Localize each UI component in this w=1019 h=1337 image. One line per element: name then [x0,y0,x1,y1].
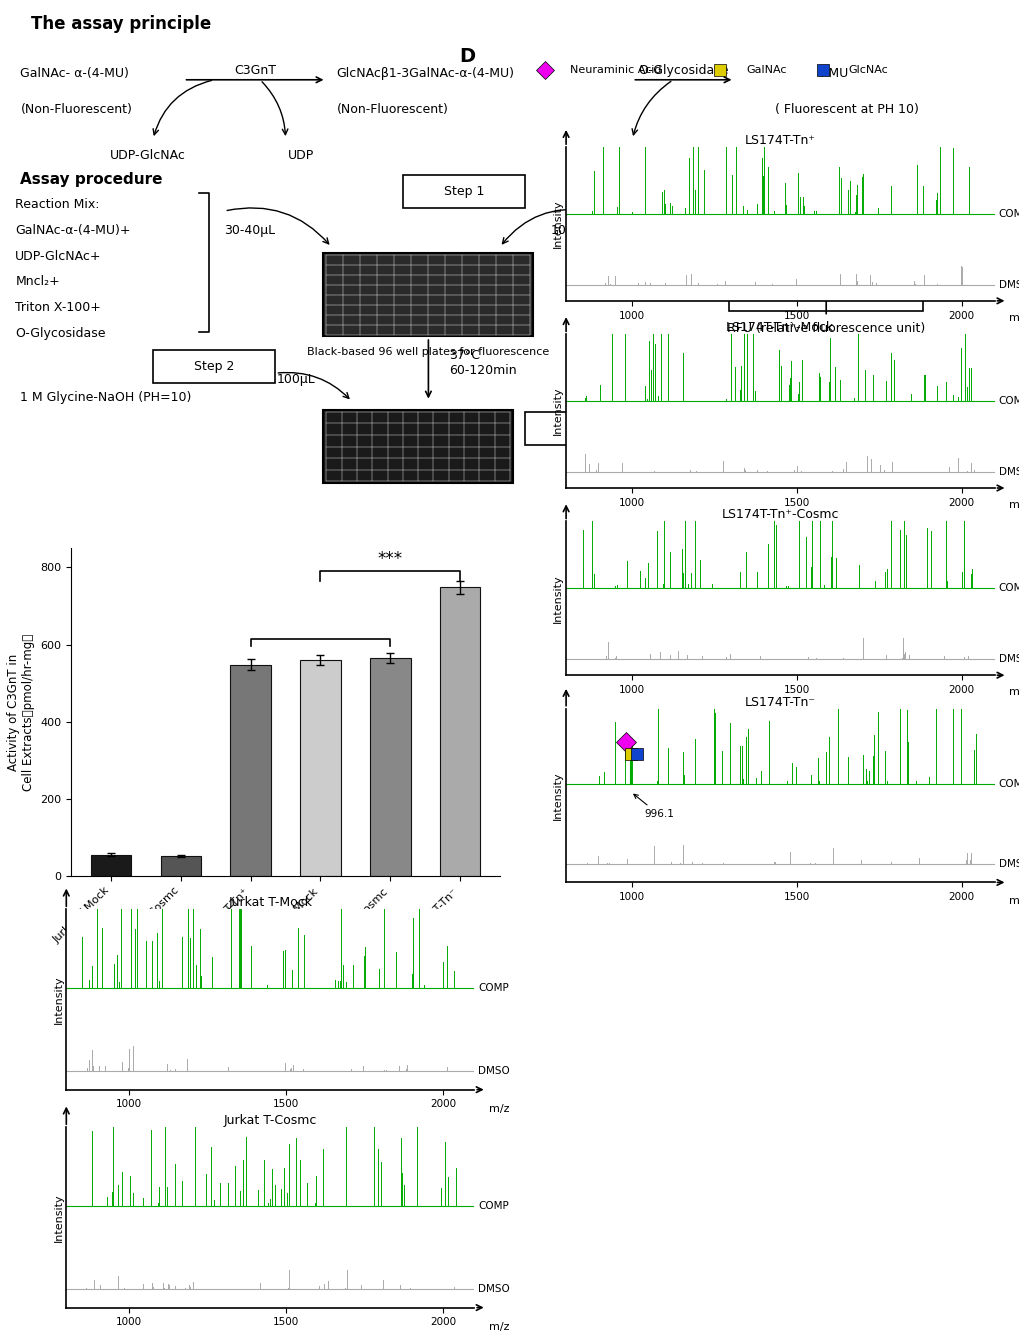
Y-axis label: Intensity: Intensity [552,574,562,623]
Text: O-Glycosidase: O-Glycosidase [15,326,106,340]
Text: GalNAc-α-(4-MU)+: GalNAc-α-(4-MU)+ [15,223,130,237]
Text: DMSO: DMSO [998,279,1019,290]
Text: C3GnT in cell extracts, sera etc.: C3GnT in cell extracts, sera etc. [662,222,863,235]
Y-axis label: Activity of C3GnT in
Cell Extracts（pmol/hr-mg）: Activity of C3GnT in Cell Extracts（pmol/… [7,634,35,790]
Text: Triton X-100+: Triton X-100+ [15,301,101,314]
Title: LS174T-Tn⁺-Mock: LS174T-Tn⁺-Mock [726,321,834,334]
Text: COMP: COMP [998,583,1019,594]
Text: The assay principle: The assay principle [31,16,211,33]
Text: COMP: COMP [998,779,1019,789]
Text: m/z: m/z [488,1322,508,1332]
Text: GlcNAc: GlcNAc [848,66,888,75]
Text: COMP: COMP [478,1201,508,1210]
Text: GalNAc: GalNAc [745,66,786,75]
Bar [230,664,271,876]
Bar [300,660,340,876]
Text: RFU (relative fluorescence unit): RFU (relative fluorescence unit) [727,322,924,334]
Text: ***: *** [377,551,403,568]
Title: LS174T-Tn⁻: LS174T-Tn⁻ [744,695,815,709]
Title: Jurkat T-Mock: Jurkat T-Mock [228,896,312,909]
Text: 100μL: 100μL [276,373,315,386]
Text: 37°C
60-120min: 37°C 60-120min [448,349,516,377]
Y-axis label: Intensity: Intensity [552,199,562,249]
Text: UDP: UDP [287,150,314,162]
Text: DMSO: DMSO [998,860,1019,869]
Text: 30-40μL: 30-40μL [224,225,275,237]
Text: m/z: m/z [1009,500,1019,511]
Text: DMSO: DMSO [478,1066,510,1076]
Text: m/z: m/z [1009,896,1019,906]
Text: Mncl₂+: Mncl₂+ [15,275,60,289]
Text: Step 1: Step 1 [443,185,484,198]
Text: C3GnT: C3GnT [233,64,276,78]
Bar [91,854,131,876]
Text: ( Fluorescent at PH 10): ( Fluorescent at PH 10) [774,103,918,116]
Text: Neuraminic Acid: Neuraminic Acid [570,66,661,75]
Text: 4-MU: 4-MU [815,67,848,80]
Text: Activity
(pmol/hr-mg): Activity (pmol/hr-mg) [785,273,866,301]
Text: (Non-Fluorescent): (Non-Fluorescent) [336,103,448,116]
Bar [161,856,201,876]
Bar [439,587,480,876]
Text: D: D [459,47,475,66]
Text: m/z: m/z [1009,687,1019,698]
Text: 1 M Glycine-NaOH (PH=10): 1 M Glycine-NaOH (PH=10) [20,392,192,404]
Text: UDP-GlcNAc: UDP-GlcNAc [110,150,185,162]
Text: GlcNAcβ1-3GalNAc: GlcNAcβ1-3GalNAc [568,150,686,162]
Y-axis label: Intensity: Intensity [552,771,562,820]
Text: Reaction Mix:: Reaction Mix: [15,198,100,211]
Text: Step 3: Step 3 [566,421,606,435]
Text: Black-based 96 well plates for fluorescence: Black-based 96 well plates for fluoresce… [307,348,549,357]
Text: Fluorescence
Reader
Ex: 355nm; Em: 460nm: Fluorescence Reader Ex: 355nm; Em: 460nm [734,412,881,455]
Title: LS174T-Tn⁺: LS174T-Tn⁺ [744,134,815,147]
FancyBboxPatch shape [153,350,275,384]
Text: (Non-Fluorescent): (Non-Fluorescent) [20,103,132,116]
Bar [370,658,410,876]
Text: DMSO: DMSO [998,467,1019,477]
Text: m/z: m/z [1009,313,1019,324]
Y-axis label: Intensity: Intensity [53,1193,63,1242]
Text: COMP: COMP [998,396,1019,406]
Text: UDP-GlcNAc+: UDP-GlcNAc+ [15,250,102,262]
FancyBboxPatch shape [323,410,513,483]
Text: COMP: COMP [478,983,508,992]
FancyBboxPatch shape [729,262,922,312]
Text: GlcNAcβ1-3GalNAc-α-(4-MU): GlcNAcβ1-3GalNAc-α-(4-MU) [336,67,515,80]
Text: GalNAc- α-(4-MU): GalNAc- α-(4-MU) [20,67,129,80]
Title: Jurkat T-Cosmc: Jurkat T-Cosmc [223,1114,317,1127]
Text: DMSO: DMSO [998,654,1019,664]
Title: LS174T-Tn⁺-Cosmc: LS174T-Tn⁺-Cosmc [720,508,839,521]
Text: 10-20μL: 10-20μL [550,225,601,237]
FancyBboxPatch shape [323,253,533,336]
Y-axis label: Intensity: Intensity [53,975,63,1024]
Text: Step 2: Step 2 [194,360,234,373]
Text: DMSO: DMSO [478,1284,510,1294]
FancyBboxPatch shape [525,412,647,445]
Text: m/z: m/z [488,1104,508,1114]
Text: Assay procedure: Assay procedure [20,172,163,187]
Text: O-Glycosidase: O-Glycosidase [638,64,728,78]
FancyBboxPatch shape [403,175,525,209]
Text: COMP: COMP [998,209,1019,219]
Y-axis label: Intensity: Intensity [552,386,562,436]
Text: 996.1: 996.1 [633,794,674,820]
